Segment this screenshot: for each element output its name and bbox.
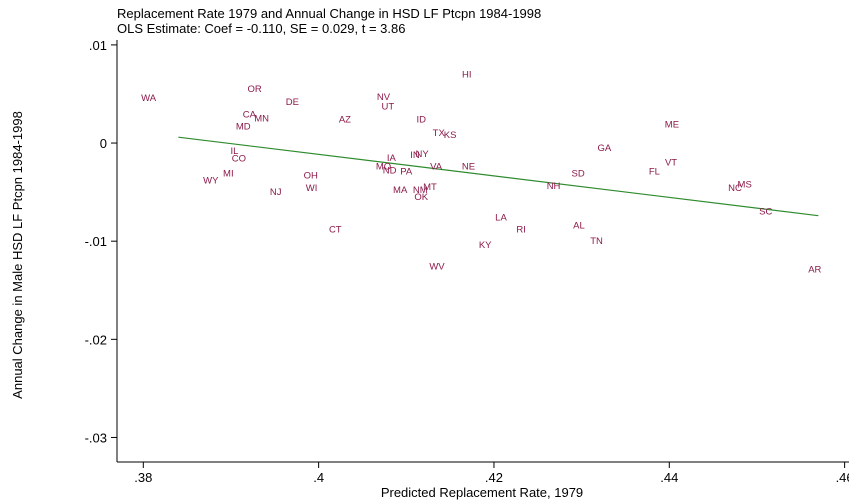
point-label-mn: MN: [254, 114, 269, 125]
point-label-vt: VT: [665, 158, 677, 169]
y-tick-label: .01: [89, 38, 107, 53]
point-label-sc: SC: [759, 207, 772, 218]
point-label-wv: WV: [429, 262, 445, 273]
point-label-hi: HI: [462, 69, 472, 80]
point-label-il: IL: [231, 146, 239, 157]
point-label-nj: NJ: [270, 187, 282, 198]
point-label-wa: WA: [141, 93, 157, 104]
point-label-ma: MA: [393, 185, 408, 196]
point-label-wy: WY: [203, 175, 219, 186]
fit-line: [178, 136, 819, 217]
x-tick-label: .4: [313, 470, 324, 485]
point-label-in: IN: [410, 150, 420, 161]
point-label-nv: NV: [377, 92, 391, 103]
x-tick-label: .46: [836, 470, 849, 485]
y-tick-label: -.01: [85, 234, 107, 249]
y-tick-label: -.03: [85, 430, 107, 445]
point-label-nd: ND: [383, 166, 397, 177]
point-label-ut: UT: [382, 102, 395, 113]
x-tick-label: .38: [134, 470, 152, 485]
point-label-tn: TN: [590, 236, 603, 247]
point-label-ny: NY: [415, 149, 429, 160]
point-label-la: LA: [495, 213, 507, 224]
x-tick-label: .44: [660, 470, 678, 485]
point-label-ne: NE: [462, 162, 475, 173]
y-axis-title: Annual Change in Male HSD LF Ptcpn 1984-…: [10, 111, 25, 399]
point-label-ok: OK: [414, 192, 428, 203]
point-label-va: VA: [430, 162, 443, 173]
point-label-mi: MI: [223, 168, 234, 179]
point-label-or: OR: [248, 84, 262, 95]
point-label-me: ME: [665, 119, 679, 130]
point-label-oh: OH: [304, 170, 318, 181]
point-label-fl: FL: [649, 167, 660, 178]
point-label-tx: TX: [433, 128, 446, 139]
point-label-nh: NH: [547, 181, 561, 192]
point-label-ms: MS: [738, 179, 752, 190]
point-label-ga: GA: [598, 143, 612, 154]
point-label-wi: WI: [306, 183, 318, 194]
point-label-nc: NC: [728, 183, 742, 194]
point-label-ky: KY: [479, 240, 492, 251]
point-label-ct: CT: [329, 224, 342, 235]
point-label-sd: SD: [572, 168, 585, 179]
plot-area: .01 0 -.01 -.02 -.03 .38 .4 .42 .44 .46 WA OR DE CAMN…: [85, 38, 849, 485]
y-tick-label: 0: [100, 136, 107, 151]
x-axis-title: Predicted Replacement Rate, 1979: [381, 485, 583, 500]
point-label-ks: KS: [444, 130, 457, 141]
point-label-mt: MT: [423, 182, 437, 193]
point-label-id: ID: [416, 114, 426, 125]
point-label-ri: RI: [516, 224, 526, 235]
point-label-ar: AR: [808, 265, 821, 276]
point-label-ia: IA: [387, 153, 397, 164]
point-label-md: MD: [236, 121, 251, 132]
point-label-ca: CA: [243, 110, 257, 121]
chart-title: Replacement Rate 1979 and Annual Change …: [117, 6, 541, 21]
point-label-nm: NM: [413, 185, 428, 196]
x-tick-label: .42: [485, 470, 503, 485]
point-label-co: CO: [232, 154, 246, 165]
y-tick-label: -.02: [85, 332, 107, 347]
chart-subtitle: OLS Estimate: Coef = -0.110, SE = 0.029,…: [117, 21, 405, 36]
point-label-de: DE: [286, 97, 299, 108]
point-label-mo: MO: [376, 162, 391, 173]
point-label-al: AL: [573, 220, 585, 231]
point-label-pa: PA: [400, 167, 413, 178]
point-label-az: AZ: [339, 114, 351, 125]
